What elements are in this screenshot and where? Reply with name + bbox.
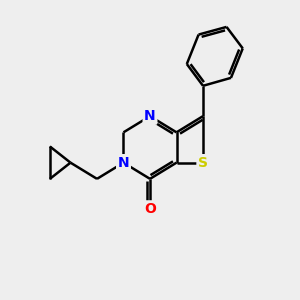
Text: S: S: [198, 156, 208, 170]
Text: N: N: [144, 109, 156, 123]
Text: O: O: [144, 202, 156, 216]
Text: N: N: [118, 156, 129, 170]
